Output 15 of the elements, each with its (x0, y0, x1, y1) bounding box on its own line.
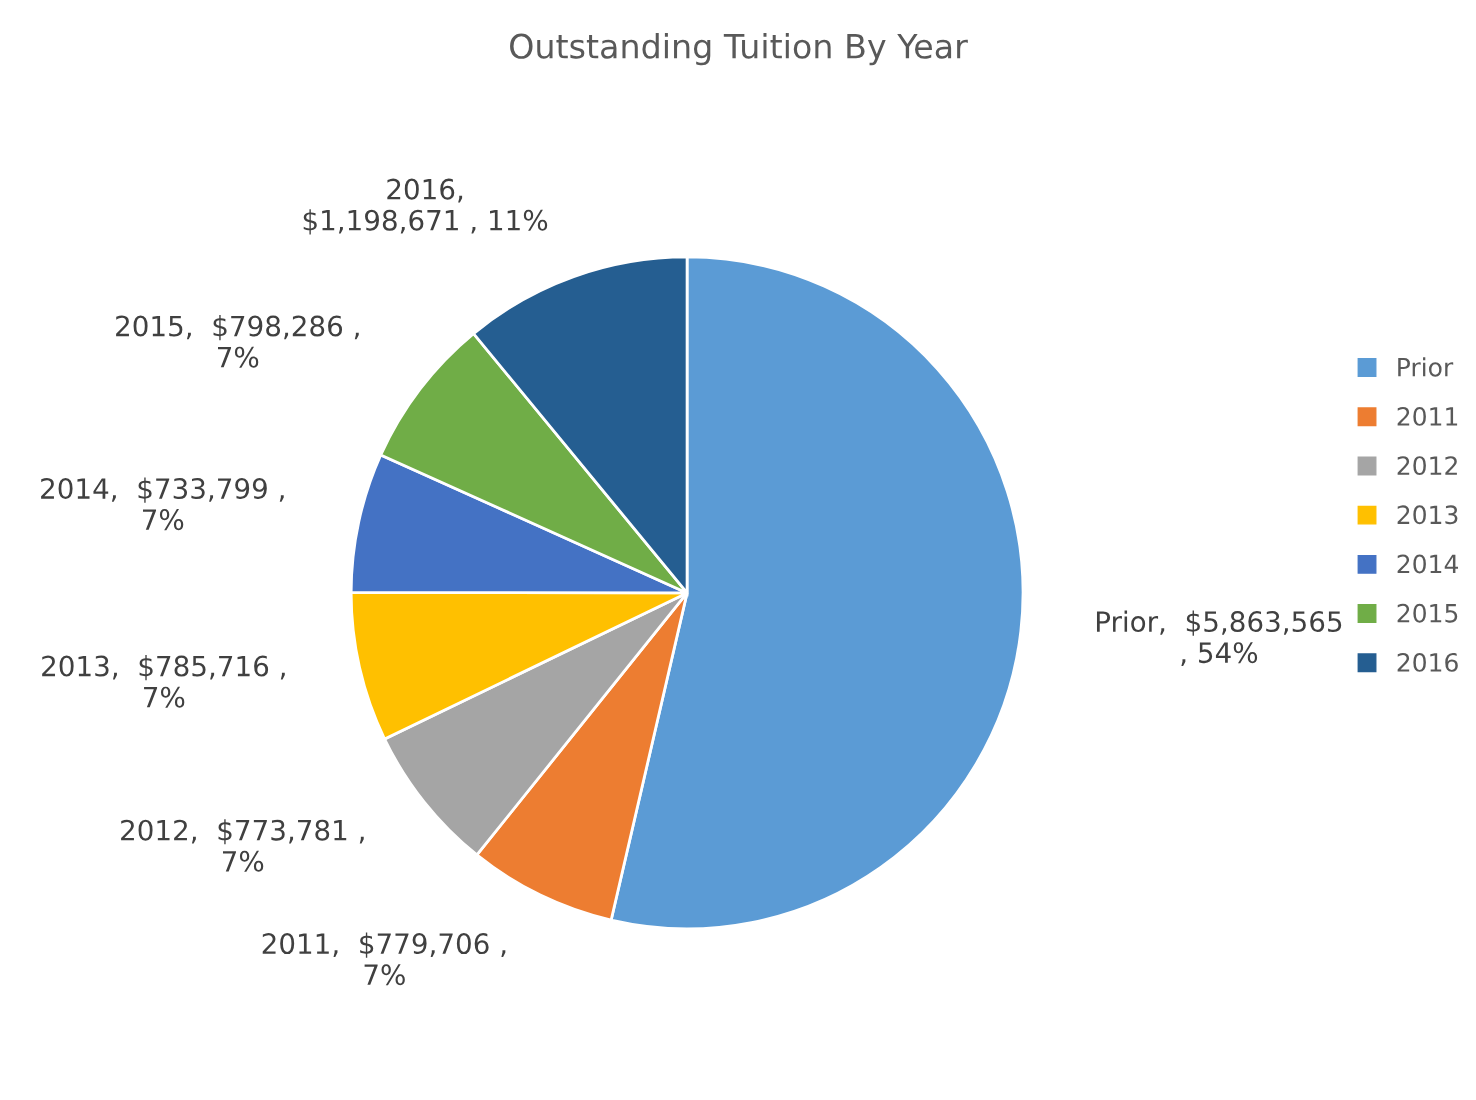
data-label: 2015, $798,286 , 7% (116, 315, 359, 368)
data-label: 2011, $779,706 , 7% (262, 932, 506, 986)
legend-label: 2016 (1397, 652, 1458, 672)
data-label: Prior, $5,863,565 , 54% (1096, 610, 1342, 666)
data-label: 2014, $733,799 , 7% (41, 477, 284, 531)
legend-label: 2011 (1397, 406, 1458, 426)
data-label: 2016, $1,198,671 , 11% (303, 178, 548, 235)
legend-label: 2012 (1397, 456, 1457, 476)
data-label: 2012, $773,781 , 7% (121, 819, 364, 872)
legend-label: 2014 (1397, 554, 1458, 574)
legend-label: Prior (1398, 357, 1454, 377)
data-label: 2013, $785,716 , 7% (42, 655, 285, 708)
legend-label: 2015 (1397, 603, 1458, 623)
chart-title: Outstanding Tuition By Year (510, 33, 968, 66)
legend-label: 2013 (1397, 505, 1458, 525)
